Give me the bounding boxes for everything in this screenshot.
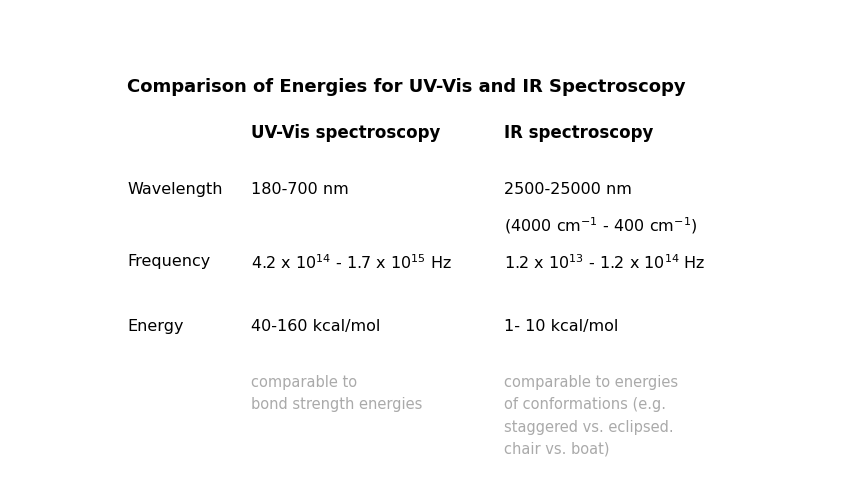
Text: comparable to
bond strength energies: comparable to bond strength energies	[251, 375, 422, 412]
Text: Energy: Energy	[127, 319, 184, 334]
Text: 180-700 nm: 180-700 nm	[251, 182, 348, 196]
Text: 1.2 x 10$^{13}$ - 1.2 x 10$^{14}$ Hz: 1.2 x 10$^{13}$ - 1.2 x 10$^{14}$ Hz	[504, 253, 705, 272]
Text: 1- 10 kcal/mol: 1- 10 kcal/mol	[504, 319, 618, 334]
Text: UV-Vis spectroscopy: UV-Vis spectroscopy	[251, 124, 440, 142]
Text: 4.2 x 10$^{14}$ - 1.7 x 10$^{15}$ Hz: 4.2 x 10$^{14}$ - 1.7 x 10$^{15}$ Hz	[251, 253, 452, 272]
Text: comparable to energies
of conformations (e.g.
staggered vs. eclipsed.
chair vs. : comparable to energies of conformations …	[504, 375, 679, 456]
Text: Comparison of Energies for UV-Vis and IR Spectroscopy: Comparison of Energies for UV-Vis and IR…	[127, 78, 686, 96]
Text: Frequency: Frequency	[127, 253, 211, 268]
Text: 40-160 kcal/mol: 40-160 kcal/mol	[251, 319, 380, 334]
Text: Wavelength: Wavelength	[127, 182, 223, 196]
Text: 2500-25000 nm: 2500-25000 nm	[504, 182, 632, 196]
Text: IR spectroscopy: IR spectroscopy	[504, 124, 654, 142]
Text: (4000 cm$^{-1}$ - 400 cm$^{-1}$): (4000 cm$^{-1}$ - 400 cm$^{-1}$)	[504, 214, 697, 235]
